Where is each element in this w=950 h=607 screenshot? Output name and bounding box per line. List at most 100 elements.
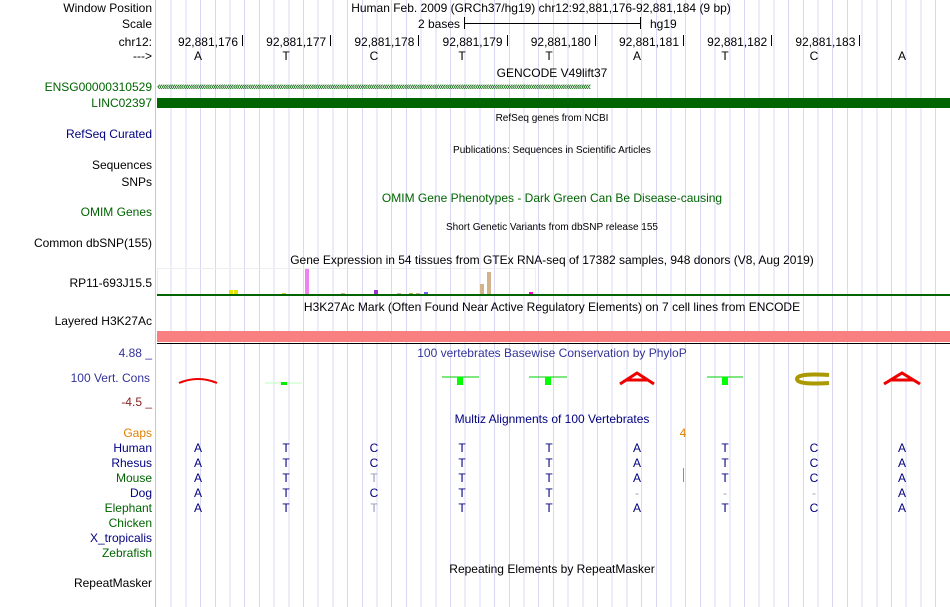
aligned-base: T [721, 501, 729, 515]
position-label: 92,881,182 [707, 35, 768, 49]
base-letter: C [369, 49, 379, 63]
gtex-bar[interactable] [480, 284, 484, 294]
aligned-base: C [809, 456, 819, 470]
species-label[interactable]: Dog [129, 486, 152, 500]
label-scale: Scale [121, 17, 152, 31]
aligned-base: C [369, 441, 379, 455]
base-letter: T [458, 49, 466, 63]
aligned-base: T [545, 471, 553, 485]
gtex-bar[interactable] [282, 293, 286, 294]
label-cons[interactable]: 100 Vert. Cons [70, 371, 150, 385]
aligned-base: - [723, 486, 727, 500]
aligned-base: A [193, 456, 203, 470]
gtex-bar[interactable] [229, 290, 233, 294]
gene-strand-arrows[interactable]: ‹‹‹‹‹‹‹‹‹‹‹‹‹‹‹‹‹‹‹‹‹‹‹‹‹‹‹‹‹‹‹‹‹‹‹‹‹‹‹‹… [157, 81, 591, 93]
position-label: 92,881,176 [177, 35, 238, 49]
aligned-base: T [458, 471, 466, 485]
aligned-base: A [897, 471, 907, 485]
species-label[interactable]: Human [113, 441, 152, 455]
track-title-multiz: Multiz Alignments of 100 Vertebrates [454, 412, 650, 426]
conservation-logo[interactable] [157, 360, 950, 400]
position-label: 92,881,179 [442, 35, 503, 49]
aligned-base: T [282, 501, 290, 515]
track-title-phylop: 100 vertebrates Basewise Conservation by… [417, 346, 687, 360]
label-chr: chr12: [118, 35, 152, 49]
gtex-bar[interactable] [397, 293, 401, 294]
gtex-bar[interactable] [234, 290, 238, 294]
gtex-bar[interactable] [341, 293, 345, 294]
browser-title: Human Feb. 2009 (GRCh37/hg19) chr12:92,8… [351, 1, 731, 15]
track-title-rmsk: Repeating Elements by RepeatMasker [449, 562, 655, 576]
scale-bar [464, 23, 640, 24]
aligned-base: T [458, 456, 466, 470]
logo-a-icon [619, 371, 655, 386]
label-refseq[interactable]: RefSeq Curated [65, 127, 152, 141]
aligned-base: - [635, 486, 639, 500]
logo-c-icon [794, 372, 830, 386]
gtex-box [157, 268, 536, 295]
track-title-gencode: GENCODE V49lift37 [496, 66, 608, 80]
cons-bar [722, 377, 728, 385]
cons-bar [281, 382, 287, 385]
aligned-base: T [545, 486, 553, 500]
label-gaps[interactable]: Gaps [123, 426, 152, 440]
aligned-base: T [282, 456, 290, 470]
base-letter: A [632, 49, 642, 63]
species-label[interactable]: Mouse [115, 471, 152, 485]
label-window-position: Window Position [63, 1, 152, 15]
label-h3k27ac[interactable]: Layered H3K27Ac [54, 314, 152, 328]
label-sequences[interactable]: Sequences [91, 158, 152, 172]
gtex-bar[interactable] [409, 293, 413, 294]
position-tick [594, 35, 596, 46]
aligned-base: A [632, 456, 642, 470]
aligned-base: A [193, 471, 203, 485]
base-letter: T [721, 49, 729, 63]
logo-a-icon [883, 371, 921, 386]
scale-tick [640, 17, 641, 29]
label-dbsnp[interactable]: Common dbSNP(155) [33, 236, 152, 250]
species-label[interactable]: Elephant [104, 501, 152, 515]
base-letter: A [193, 49, 203, 63]
gtex-bar[interactable] [529, 292, 533, 294]
gene-id-label[interactable]: ENSG00000310529 [44, 80, 152, 94]
aligned-base: C [809, 501, 819, 515]
gtex-bar[interactable] [416, 293, 420, 294]
species-label[interactable]: Rhesus [111, 456, 152, 470]
aligned-base: A [632, 501, 642, 515]
cons-bar [545, 377, 551, 385]
species-label[interactable]: X_tropicalis [89, 531, 152, 545]
label-omim[interactable]: OMIM Genes [80, 205, 152, 219]
aligned-base: T [721, 456, 729, 470]
label-gtex-gene[interactable]: RP11-693J15.5 [69, 276, 153, 290]
gtex-bar[interactable] [487, 272, 491, 294]
aligned-base: T [721, 441, 729, 455]
aligned-base: C [369, 486, 379, 500]
gtex-bar[interactable] [305, 269, 309, 294]
base-letter: T [545, 49, 553, 63]
position-tick [242, 35, 243, 46]
gtex-bar[interactable] [374, 290, 378, 294]
assembly-label: hg19 [650, 17, 677, 31]
phylop-max: 4.88 _ [118, 346, 152, 360]
base-letter: C [809, 49, 819, 63]
gene-name-label[interactable]: LINC02397 [91, 96, 152, 110]
species-label[interactable]: Zebrafish [101, 546, 152, 560]
label-rmsk[interactable]: RepeatMasker [73, 576, 152, 590]
aligned-base: T [721, 471, 729, 485]
aligned-base: T [545, 501, 553, 515]
species-label[interactable]: Chicken [108, 516, 152, 530]
gene-exon-bar[interactable] [157, 98, 950, 108]
gtex-bar[interactable] [424, 292, 428, 294]
h3k27ac-signal[interactable] [157, 331, 950, 342]
aligned-base: T [545, 456, 553, 470]
aligned-base: A [897, 456, 907, 470]
gap-count: 4 [679, 426, 687, 440]
label-snps[interactable]: SNPs [121, 175, 152, 189]
aligned-base: T [458, 501, 466, 515]
track-title-gtex: Gene Expression in 54 tissues from GTEx … [290, 253, 814, 267]
logo-a-icon [178, 378, 218, 384]
track-divider [157, 343, 950, 344]
aligned-base: T [458, 486, 466, 500]
aligned-base: C [809, 441, 819, 455]
